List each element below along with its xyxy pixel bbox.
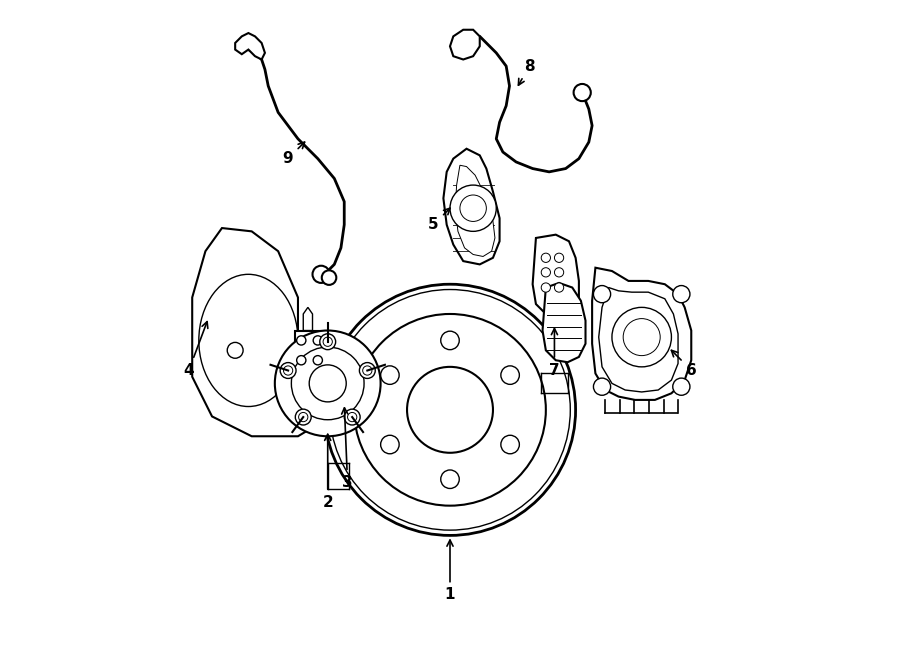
Circle shape (407, 367, 493, 453)
Circle shape (541, 283, 551, 292)
Circle shape (280, 363, 296, 379)
Circle shape (554, 268, 563, 277)
Ellipse shape (199, 274, 298, 407)
Circle shape (623, 319, 661, 356)
Circle shape (355, 314, 545, 506)
Circle shape (381, 366, 399, 384)
Circle shape (299, 412, 308, 422)
Circle shape (501, 366, 519, 385)
Circle shape (284, 366, 292, 375)
Circle shape (673, 378, 690, 395)
Polygon shape (592, 268, 691, 400)
Circle shape (573, 84, 590, 101)
Circle shape (612, 307, 671, 367)
Text: 5: 5 (428, 208, 450, 232)
Circle shape (359, 363, 375, 379)
Circle shape (441, 470, 459, 488)
Circle shape (320, 334, 336, 350)
Circle shape (313, 336, 322, 345)
Circle shape (450, 185, 496, 231)
Text: 1: 1 (445, 540, 455, 602)
Circle shape (292, 347, 365, 420)
Circle shape (554, 253, 563, 262)
Circle shape (310, 365, 346, 402)
Polygon shape (455, 165, 495, 256)
Circle shape (441, 331, 459, 350)
Circle shape (460, 195, 486, 221)
Polygon shape (598, 288, 678, 392)
Circle shape (541, 268, 551, 277)
Circle shape (381, 435, 399, 453)
Circle shape (363, 366, 372, 375)
Circle shape (593, 378, 610, 395)
Polygon shape (450, 30, 480, 59)
Text: 3: 3 (342, 408, 353, 490)
Circle shape (312, 266, 329, 283)
Text: 7: 7 (549, 329, 560, 377)
Circle shape (345, 409, 360, 425)
Circle shape (274, 330, 381, 436)
Text: 4: 4 (184, 322, 208, 377)
Circle shape (593, 286, 610, 303)
Circle shape (323, 337, 332, 346)
Circle shape (227, 342, 243, 358)
Text: 8: 8 (518, 59, 535, 85)
Text: 6: 6 (671, 350, 697, 377)
Polygon shape (543, 283, 586, 362)
Circle shape (297, 356, 306, 365)
Circle shape (541, 253, 551, 262)
Polygon shape (193, 228, 338, 436)
Circle shape (501, 435, 519, 453)
Polygon shape (294, 330, 324, 377)
Polygon shape (303, 307, 312, 330)
Text: 2: 2 (322, 434, 333, 510)
Circle shape (324, 284, 576, 535)
Circle shape (295, 409, 311, 425)
Circle shape (673, 286, 690, 303)
Circle shape (329, 290, 571, 530)
Polygon shape (235, 33, 265, 59)
Circle shape (322, 270, 337, 285)
Polygon shape (533, 235, 579, 317)
Polygon shape (444, 149, 500, 264)
Circle shape (297, 336, 306, 345)
Circle shape (554, 283, 563, 292)
Circle shape (313, 356, 322, 365)
Circle shape (347, 412, 356, 422)
Text: 9: 9 (283, 142, 304, 166)
